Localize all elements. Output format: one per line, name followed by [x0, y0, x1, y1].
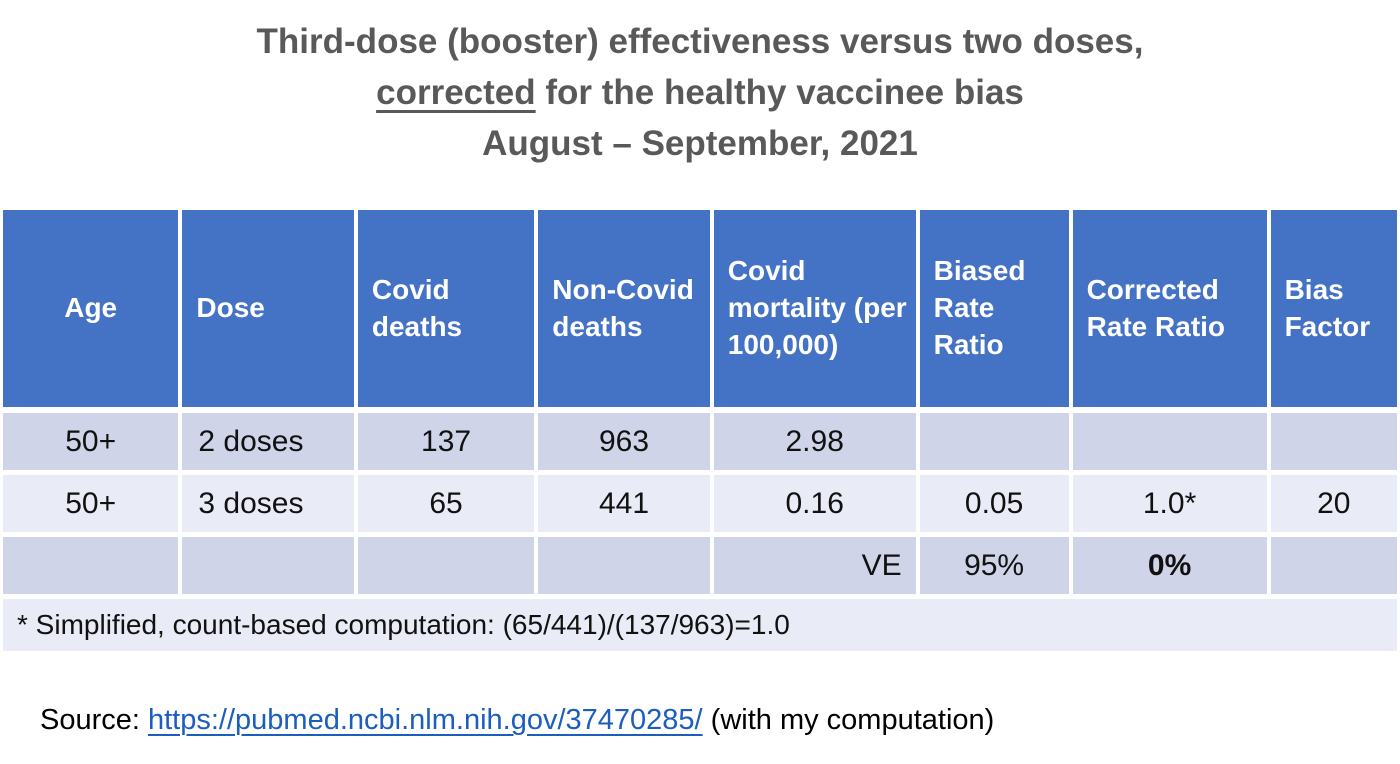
header-cell-covid-deaths: Covid deaths	[357, 210, 535, 407]
source-prefix: Source:	[40, 704, 148, 736]
cell-covid-deaths: 65	[357, 475, 535, 532]
header-cell-biased-rate-ratio: Biased Rate Ratio	[919, 210, 1069, 407]
header-cell-bias-factor: Bias Factor	[1270, 210, 1397, 407]
cell-dose: 2 doses	[182, 413, 354, 470]
title-line-2-rest: for the healthy vaccinee bias	[535, 73, 1024, 112]
header-cell-dose: Dose	[182, 210, 354, 407]
slide-title: Third-dose (booster) effectiveness versu…	[0, 0, 1400, 169]
table-row-ve: VE 95% 0%	[3, 537, 1397, 594]
table-row-2-doses: 50+ 2 doses 137 963 2.98	[3, 413, 1397, 470]
header-cell-corrected-rate-ratio: Corrected Rate Ratio	[1072, 210, 1267, 407]
source-suffix: (with my computation)	[702, 704, 995, 736]
header-cell-age: Age	[3, 210, 179, 407]
cell-biased-rate-ratio: 0.05	[919, 475, 1069, 532]
cell-covid-mortality: 0.16	[713, 475, 916, 532]
table-header-row: Age Dose Covid deaths Non-Covid deaths C…	[3, 210, 1397, 407]
cell-covid-deaths: 137	[357, 413, 535, 470]
cell-corrected-rate-ratio	[1072, 413, 1267, 470]
cell-empty	[182, 537, 354, 594]
cell-biased-rate-ratio	[919, 413, 1069, 470]
cell-age: 50+	[3, 413, 179, 470]
cell-dose: 3 doses	[182, 475, 354, 532]
title-underlined-word: corrected	[376, 73, 536, 112]
cell-empty	[1270, 537, 1397, 594]
cell-empty	[357, 537, 535, 594]
source-line: Source: https://pubmed.ncbi.nlm.nih.gov/…	[40, 704, 994, 737]
table-footnote: * Simplified, count-based computation: (…	[3, 599, 1397, 651]
header-cell-covid-mortality: Covid mortality (per 100,000)	[713, 210, 916, 407]
cell-empty	[538, 537, 710, 594]
title-line-1: Third-dose (booster) effectiveness versu…	[256, 22, 1144, 61]
cell-ve-corrected: 0%	[1072, 537, 1267, 594]
cell-ve-label: VE	[713, 537, 916, 594]
table-row-3-doses: 50+ 3 doses 65 441 0.16 0.05 1.0* 20	[3, 475, 1397, 532]
title-line-3: August – September, 2021	[482, 124, 918, 163]
cell-covid-mortality: 2.98	[713, 413, 916, 470]
title-line-2: corrected for the healthy vaccinee bias	[0, 67, 1400, 118]
cell-empty	[3, 537, 179, 594]
cell-age: 50+	[3, 475, 179, 532]
source-link[interactable]: https://pubmed.ncbi.nlm.nih.gov/37470285…	[148, 704, 703, 736]
header-cell-non-covid-deaths: Non-Covid deaths	[538, 210, 710, 407]
cell-bias-factor	[1270, 413, 1397, 470]
cell-corrected-rate-ratio: 1.0*	[1072, 475, 1267, 532]
data-table: Age Dose Covid deaths Non-Covid deaths C…	[0, 210, 1400, 651]
cell-ve-biased: 95%	[919, 537, 1069, 594]
cell-non-covid-deaths: 441	[538, 475, 710, 532]
cell-non-covid-deaths: 963	[538, 413, 710, 470]
cell-bias-factor: 20	[1270, 475, 1397, 532]
